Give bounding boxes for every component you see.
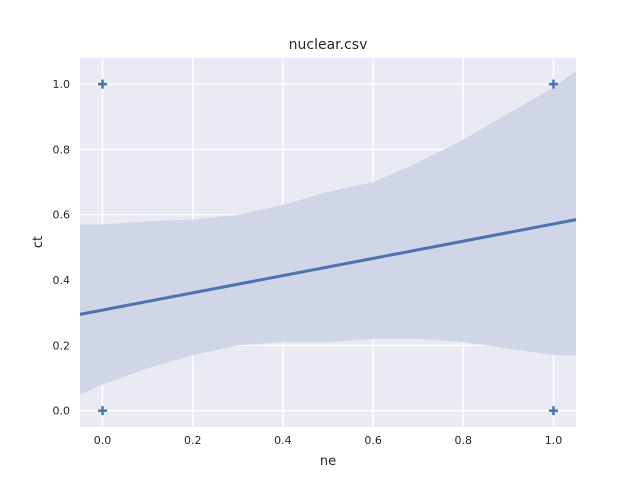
- x-axis-label: ne: [320, 454, 336, 469]
- regression-line-layer: [79, 218, 577, 316]
- y-tick-label: 0.8: [53, 143, 71, 156]
- chart-title: nuclear.csv: [289, 37, 368, 53]
- y-tick-labels: 0.0 0.2 0.4 0.6 0.8 1.0: [53, 78, 71, 418]
- x-tick-label: 0.8: [455, 434, 473, 447]
- confidence-band-layer: [80, 71, 576, 395]
- data-points-layer: [98, 79, 558, 416]
- y-axis-label: ct: [31, 236, 46, 248]
- x-tick-label: 0.6: [364, 434, 382, 447]
- x-tick-labels: 0.0 0.2 0.4 0.6 0.8 1.0: [94, 434, 562, 447]
- x-tick-label: 0.4: [274, 434, 292, 447]
- y-tick-label: 0.4: [53, 274, 71, 287]
- x-tick-label: 0.2: [184, 434, 202, 447]
- y-tick-label: 0.0: [53, 405, 71, 418]
- x-tick-label: 0.0: [94, 434, 112, 447]
- y-tick-label: 1.0: [53, 78, 71, 91]
- x-tick-label: 1.0: [545, 434, 563, 447]
- data-point: [548, 79, 558, 89]
- regression-line: [79, 218, 577, 316]
- y-tick-label: 0.6: [53, 209, 71, 222]
- y-tick-label: 0.2: [53, 339, 71, 352]
- data-point: [98, 79, 108, 89]
- data-point: [548, 406, 558, 416]
- data-point: [98, 406, 108, 416]
- confidence-band: [80, 71, 576, 395]
